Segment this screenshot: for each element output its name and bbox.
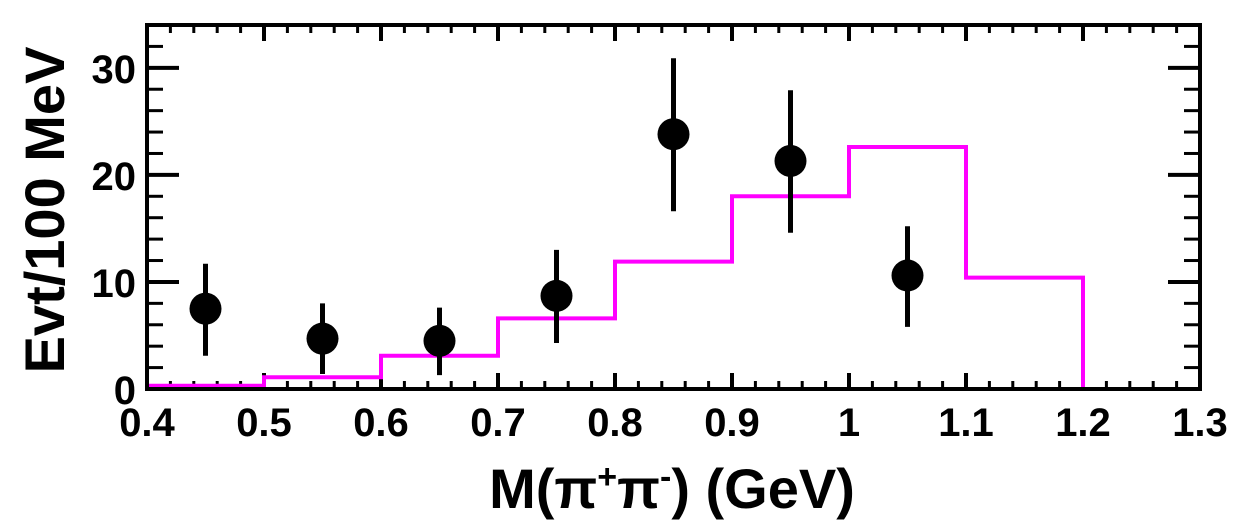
x-tick-label: 0.8 xyxy=(587,401,643,445)
y-axis-title: Evt/100 MeV xyxy=(13,47,76,374)
x-tick-labels: 0.4 0.5 0.6 0.7 0.8 0.9 1 1.1 1.2 1.3 xyxy=(119,401,1228,445)
data-point xyxy=(189,292,222,325)
data-point xyxy=(657,118,690,151)
data-point xyxy=(540,279,573,312)
data-point xyxy=(423,324,456,357)
x-tick-label: 1.2 xyxy=(1055,401,1111,445)
y-tick-label: 0 xyxy=(114,369,136,413)
x-axis-title-sup1: + xyxy=(597,458,617,496)
x-axis-title-base: M(π xyxy=(489,457,597,520)
y-tick-label: 20 xyxy=(92,155,137,199)
x-axis-title-sup2: - xyxy=(660,458,671,496)
x-tick-label: 0.4 xyxy=(119,401,175,445)
x-tick-label: 1.3 xyxy=(1172,401,1228,445)
histogram-line xyxy=(147,145,1200,391)
x-tick-label: 0.7 xyxy=(470,401,526,445)
histogram-layer xyxy=(147,145,1200,391)
x-tick-label: 0.6 xyxy=(353,401,409,445)
y-tick-labels: 0 10 20 30 xyxy=(92,48,137,413)
x-axis-title-mid: π xyxy=(617,457,660,520)
data-point xyxy=(891,259,924,292)
data-points-layer xyxy=(189,58,924,376)
data-point xyxy=(306,322,339,355)
x-tick-label: 0.9 xyxy=(704,401,760,445)
x-tick-label: 1.1 xyxy=(938,401,994,445)
plot-frame xyxy=(145,23,1202,391)
x-axis-title: M(π+π-) (GeV) xyxy=(489,457,855,520)
y-tick-label: 30 xyxy=(92,48,137,92)
x-tick-label: 1 xyxy=(838,401,860,445)
x-axis-title-end: ) (GeV) xyxy=(671,457,855,520)
y-tick-label: 10 xyxy=(92,262,137,306)
data-point xyxy=(774,144,807,177)
x-tick-label: 0.5 xyxy=(236,401,292,445)
